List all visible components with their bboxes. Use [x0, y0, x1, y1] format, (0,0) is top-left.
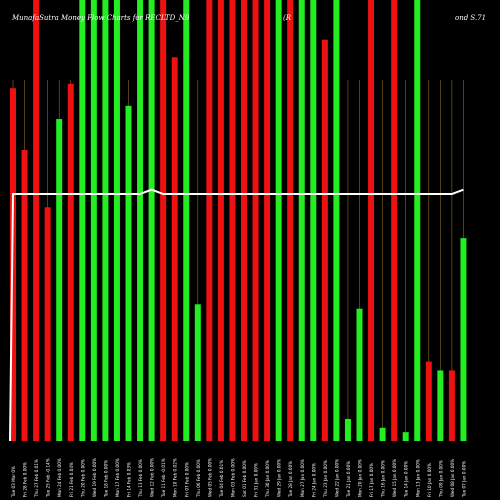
- x-tick-label: Wed 29 Jan 0.00%: [277, 459, 282, 497]
- x-tick-label: Thu 16 Jan 0.00%: [381, 460, 386, 498]
- x-tick-label: Tue 21 Jan 0.00%: [346, 461, 351, 498]
- x-tick-label: Tue 28 Jan 0.00%: [288, 461, 293, 498]
- bar: [33, 0, 40, 441]
- x-tick-label: Wed 19 Feb 0.00%: [92, 458, 97, 497]
- bar: [137, 0, 144, 441]
- x-tick-label: Thu 09 Jan 0.00%: [438, 460, 443, 498]
- bar: [79, 0, 86, 441]
- bar: [102, 0, 109, 441]
- x-tick-label: Fri 17 Jan 0.00%: [369, 463, 374, 497]
- x-tick-label: Thu 13 Feb 0.00%: [138, 459, 143, 498]
- bar: [287, 0, 294, 441]
- x-tick-label: Fri 14 Feb 0.03%: [127, 462, 132, 497]
- bar: [90, 0, 97, 441]
- x-tick-label: Mon 24 Feb 0.00%: [57, 458, 62, 497]
- money-flow-line: [9, 188, 464, 442]
- x-tick-label: Tue 03 Mar 0%: [11, 466, 16, 498]
- x-tick-label: Thu 23 Jan 0.00%: [323, 460, 328, 498]
- bar: [379, 427, 386, 441]
- x-tick-label: Wed 15 Jan 0.00%: [392, 459, 397, 497]
- x-tick-label: Fri 28 Feb 0.00%: [23, 462, 28, 497]
- x-tick-label: Mon 27 Jan 0.00%: [300, 459, 305, 497]
- bar: [356, 308, 363, 441]
- bar: [391, 0, 398, 441]
- bar: [402, 432, 409, 441]
- bar: [241, 0, 247, 441]
- x-tick-label: Thu 20 Feb 0.00%: [80, 459, 85, 498]
- x-tick-label: Tue 11 Feb -0.01%: [161, 458, 166, 498]
- bar: [229, 0, 236, 441]
- chart-title-fragment: (R: [283, 14, 292, 22]
- x-tick-label: Thu 27 Feb 0.01%: [34, 459, 39, 498]
- x-tick-label: Mon 10 Feb 0.02%: [173, 458, 178, 497]
- x-tick-label: Tue 14 Jan 0.00%: [404, 461, 409, 498]
- x-tick-label: Mon 20 Jan 0.00%: [358, 459, 363, 497]
- x-tick-label: Tue 04 Feb 0.01%: [219, 460, 224, 498]
- x-tick-label: Thu 30 Jan 0.00%: [265, 460, 270, 498]
- bar: [368, 0, 375, 441]
- bar: [217, 0, 224, 441]
- chart-title-right-fragment: ond S.71: [455, 14, 487, 22]
- bar: [206, 0, 213, 441]
- x-tick-label: Tue 07 Jan 0.00%: [461, 461, 466, 498]
- bar: [183, 0, 190, 441]
- x-tick-label: Mon 17 Feb 0.00%: [115, 458, 120, 497]
- bar: [310, 0, 317, 441]
- x-tick-label: Mon 03 Feb 0.00%: [230, 458, 235, 497]
- bar: [44, 207, 51, 441]
- x-tick-label: Wed 22 Jan 0.00%: [334, 459, 339, 497]
- bar: [125, 105, 132, 441]
- bar: [321, 39, 328, 441]
- bar: [414, 0, 421, 441]
- x-tick-label: Wed 08 Jan 0.00%: [450, 459, 455, 497]
- bar: [252, 0, 259, 441]
- x-tick-label: Wed 05 Feb 0.00%: [207, 458, 212, 497]
- bar: [275, 0, 282, 441]
- x-tick-label: Tue 18 Feb 0.00%: [103, 460, 108, 498]
- bar: [148, 0, 155, 441]
- bar: [171, 57, 178, 442]
- bar: [460, 238, 467, 441]
- x-tick-label: Fri 10 Jan 0.00%: [427, 463, 432, 497]
- x-tick-label: Wed 12 Feb 0.00%: [150, 458, 155, 497]
- bar: [448, 370, 455, 441]
- bar: [113, 0, 120, 441]
- bar: [333, 0, 340, 441]
- bar: [425, 361, 432, 441]
- bar: [344, 418, 351, 441]
- bar: [21, 149, 28, 441]
- bar: [264, 0, 271, 441]
- bar: [160, 0, 167, 441]
- x-tick-label: Fri 31 Jan 0.00%: [254, 463, 259, 497]
- chart-title: MunafaSutra Money Flow Charts for RECLTD…: [12, 14, 190, 22]
- x-tick-label: Thu 06 Feb 0.00%: [196, 459, 201, 498]
- bar: [298, 0, 305, 441]
- x-tick-label: Tue 25 Feb -0.14%: [46, 458, 51, 498]
- x-tick-label: Sat 01 Feb 0.00%: [242, 460, 247, 497]
- x-tick-label: Fri 24 Jan 0.00%: [311, 463, 316, 497]
- bar: [67, 83, 74, 441]
- bar: [194, 304, 201, 441]
- x-tick-label: Mon 13 Jan 0.00%: [415, 459, 420, 497]
- bar: [56, 119, 63, 441]
- x-tick-label: Fri 21 Feb 0.04%: [69, 462, 74, 497]
- x-tick-label: Fri 07 Feb 0.00%: [184, 462, 189, 497]
- bar: [437, 370, 444, 441]
